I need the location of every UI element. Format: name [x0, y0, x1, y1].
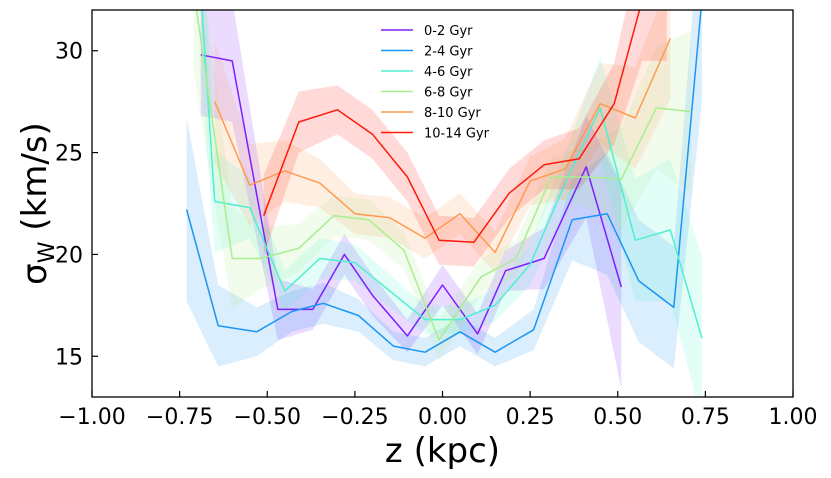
- legend-label-4-6-gyr: 4-6 Gyr: [424, 65, 473, 80]
- x-tick-label: −0.75: [146, 405, 213, 430]
- y-tick-label: 20: [55, 243, 83, 268]
- x-tick-label: −0.50: [234, 405, 301, 430]
- series-line-4-6-gyr: [201, 10, 703, 339]
- series-line-0-2-gyr: [200, 54, 623, 337]
- y-tick-label: 15: [55, 345, 83, 370]
- band-0-2-gyr: [200, 10, 622, 389]
- series-line-10-14-gyr: [262, 10, 641, 243]
- legend-label-6-8-gyr: 6-8 Gyr: [424, 86, 473, 101]
- series-line-6-8-gyr: [195, 10, 692, 341]
- x-tick-label: 0.25: [506, 405, 555, 430]
- series-line-2-4-gyr: [185, 10, 702, 353]
- legend-label-2-4-gyr: 2-4 Gyr: [424, 45, 473, 60]
- x-tick-label: 1.00: [769, 405, 818, 430]
- legend: 0-2 Gyr 2-4 Gyr 4-6 Gyr 6-8 Gyr 8-10 Gyr 10-1…: [381, 24, 490, 142]
- x-tick-label: 0.00: [418, 405, 467, 430]
- legend-label-0-2-gyr: 0-2 Gyr: [424, 24, 473, 39]
- x-axis-label: z (kpc): [385, 431, 500, 471]
- y-axis-label-main: σ: [15, 263, 55, 285]
- x-tick-label: 0.75: [681, 405, 730, 430]
- x-tick-label: −0.25: [321, 405, 388, 430]
- y-tick-label: 25: [55, 142, 83, 167]
- series-line-8-10-gyr: [214, 38, 671, 254]
- legend-label-10-14-gyr: 10-14 Gyr: [424, 127, 490, 142]
- x-tick-label: −1.00: [58, 405, 125, 430]
- x-tick-label: 0.50: [593, 405, 642, 430]
- band-2-4-gyr: [186, 10, 702, 369]
- y-axis-label-sub: W: [35, 241, 60, 263]
- legend-label-8-10-gyr: 8-10 Gyr: [424, 106, 481, 121]
- y-axis-label-unit: (km/s): [15, 122, 55, 241]
- y-tick-label: 30: [55, 40, 83, 65]
- y-axis-label: σW (km/s): [15, 122, 60, 285]
- band-8-10-gyr: [214, 10, 671, 273]
